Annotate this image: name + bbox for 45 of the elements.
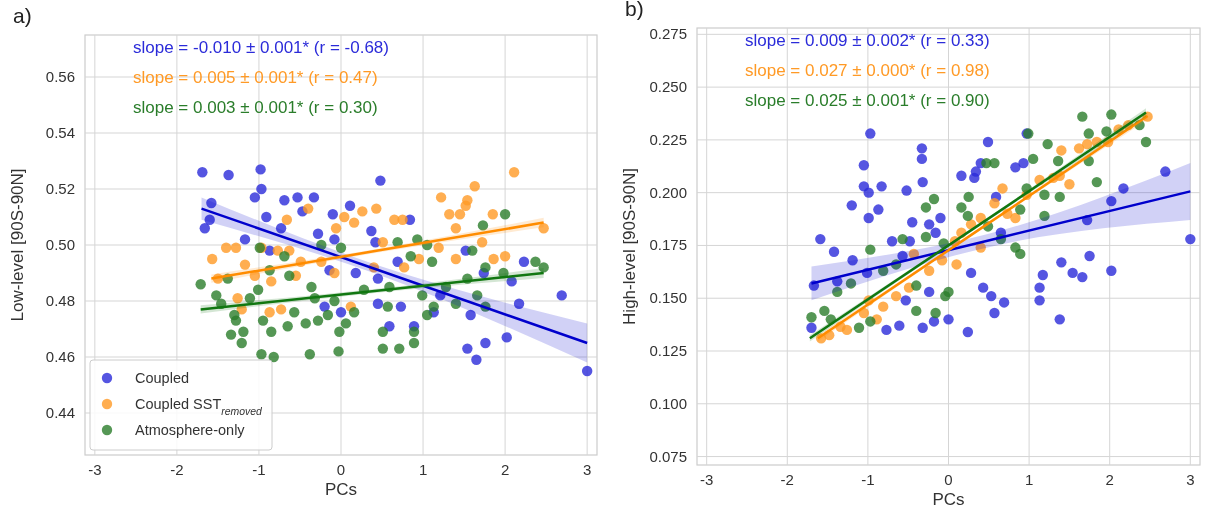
y-tick-label: 0.52: [45, 180, 75, 197]
annotation: slope = 0.003 ± 0.001* (r = 0.30): [133, 98, 378, 117]
y-tick-label: 0.50: [45, 236, 75, 253]
x-tick-label: -2: [780, 471, 794, 488]
x-tick-label: 2: [500, 461, 510, 478]
y-tick-label: 0.200: [649, 183, 687, 201]
x-tick-label: 0: [336, 461, 346, 478]
y-axis-title: Low-level [90S-90N]: [8, 168, 27, 322]
legend-label: Atmosphere-only: [135, 422, 246, 438]
y-tick-label: 0.075: [649, 447, 687, 465]
x-tick-label: 1: [418, 461, 428, 478]
y-tick-label: 0.46: [45, 348, 75, 365]
annotation: slope = 0.009 ± 0.002* (r = 0.33): [745, 31, 990, 50]
y-tick-label: 0.150: [649, 289, 687, 307]
x-tick-label: -2: [170, 461, 184, 478]
annotation: slope = 0.005 ± 0.001* (r = 0.47): [133, 68, 378, 87]
x-tick-label: -3: [700, 471, 714, 488]
y-tick-label: 0.48: [45, 292, 75, 309]
y-tick-label: 0.175: [649, 236, 687, 254]
x-tick-label: 2: [1105, 471, 1114, 488]
y-tick-label: 0.225: [649, 130, 687, 148]
x-axis-title: PCs: [932, 490, 965, 507]
chart-title: a): [13, 4, 32, 27]
x-tick-label: 1: [1024, 471, 1034, 488]
y-axis-title: High-level [90S-90N]: [620, 168, 639, 325]
annotation: slope = -0.010 ± 0.001* (r = -0.68): [133, 38, 389, 57]
legend-label: Coupled SST$_{removed}$: [135, 396, 264, 417]
y-tick-label: 0.125: [649, 342, 687, 359]
y-tick-label: 0.275: [649, 25, 687, 43]
y-tick-label: 0.56: [45, 68, 75, 85]
x-tick-label: -1: [252, 461, 266, 478]
x-tick-label: 0: [944, 471, 953, 488]
y-tick-label: 0.54: [45, 124, 75, 141]
annotation: slope = 0.027 ± 0.000* (r = 0.98): [745, 61, 990, 80]
x-axis-title: PCs: [324, 480, 358, 499]
x-tick-label: 3: [1186, 471, 1195, 488]
y-tick-label: 0.100: [649, 394, 687, 412]
y-tick-label: 0.44: [45, 404, 75, 421]
annotation: slope = 0.025 ± 0.001* (r = 0.90): [745, 91, 990, 110]
chart-title: b): [625, 0, 644, 20]
legend-label: Coupled: [135, 370, 190, 386]
x-tick-label: -3: [88, 461, 102, 478]
y-tick-label: 0.250: [649, 78, 687, 96]
x-tick-label: 3: [582, 461, 592, 478]
x-tick-label: -1: [861, 471, 875, 488]
